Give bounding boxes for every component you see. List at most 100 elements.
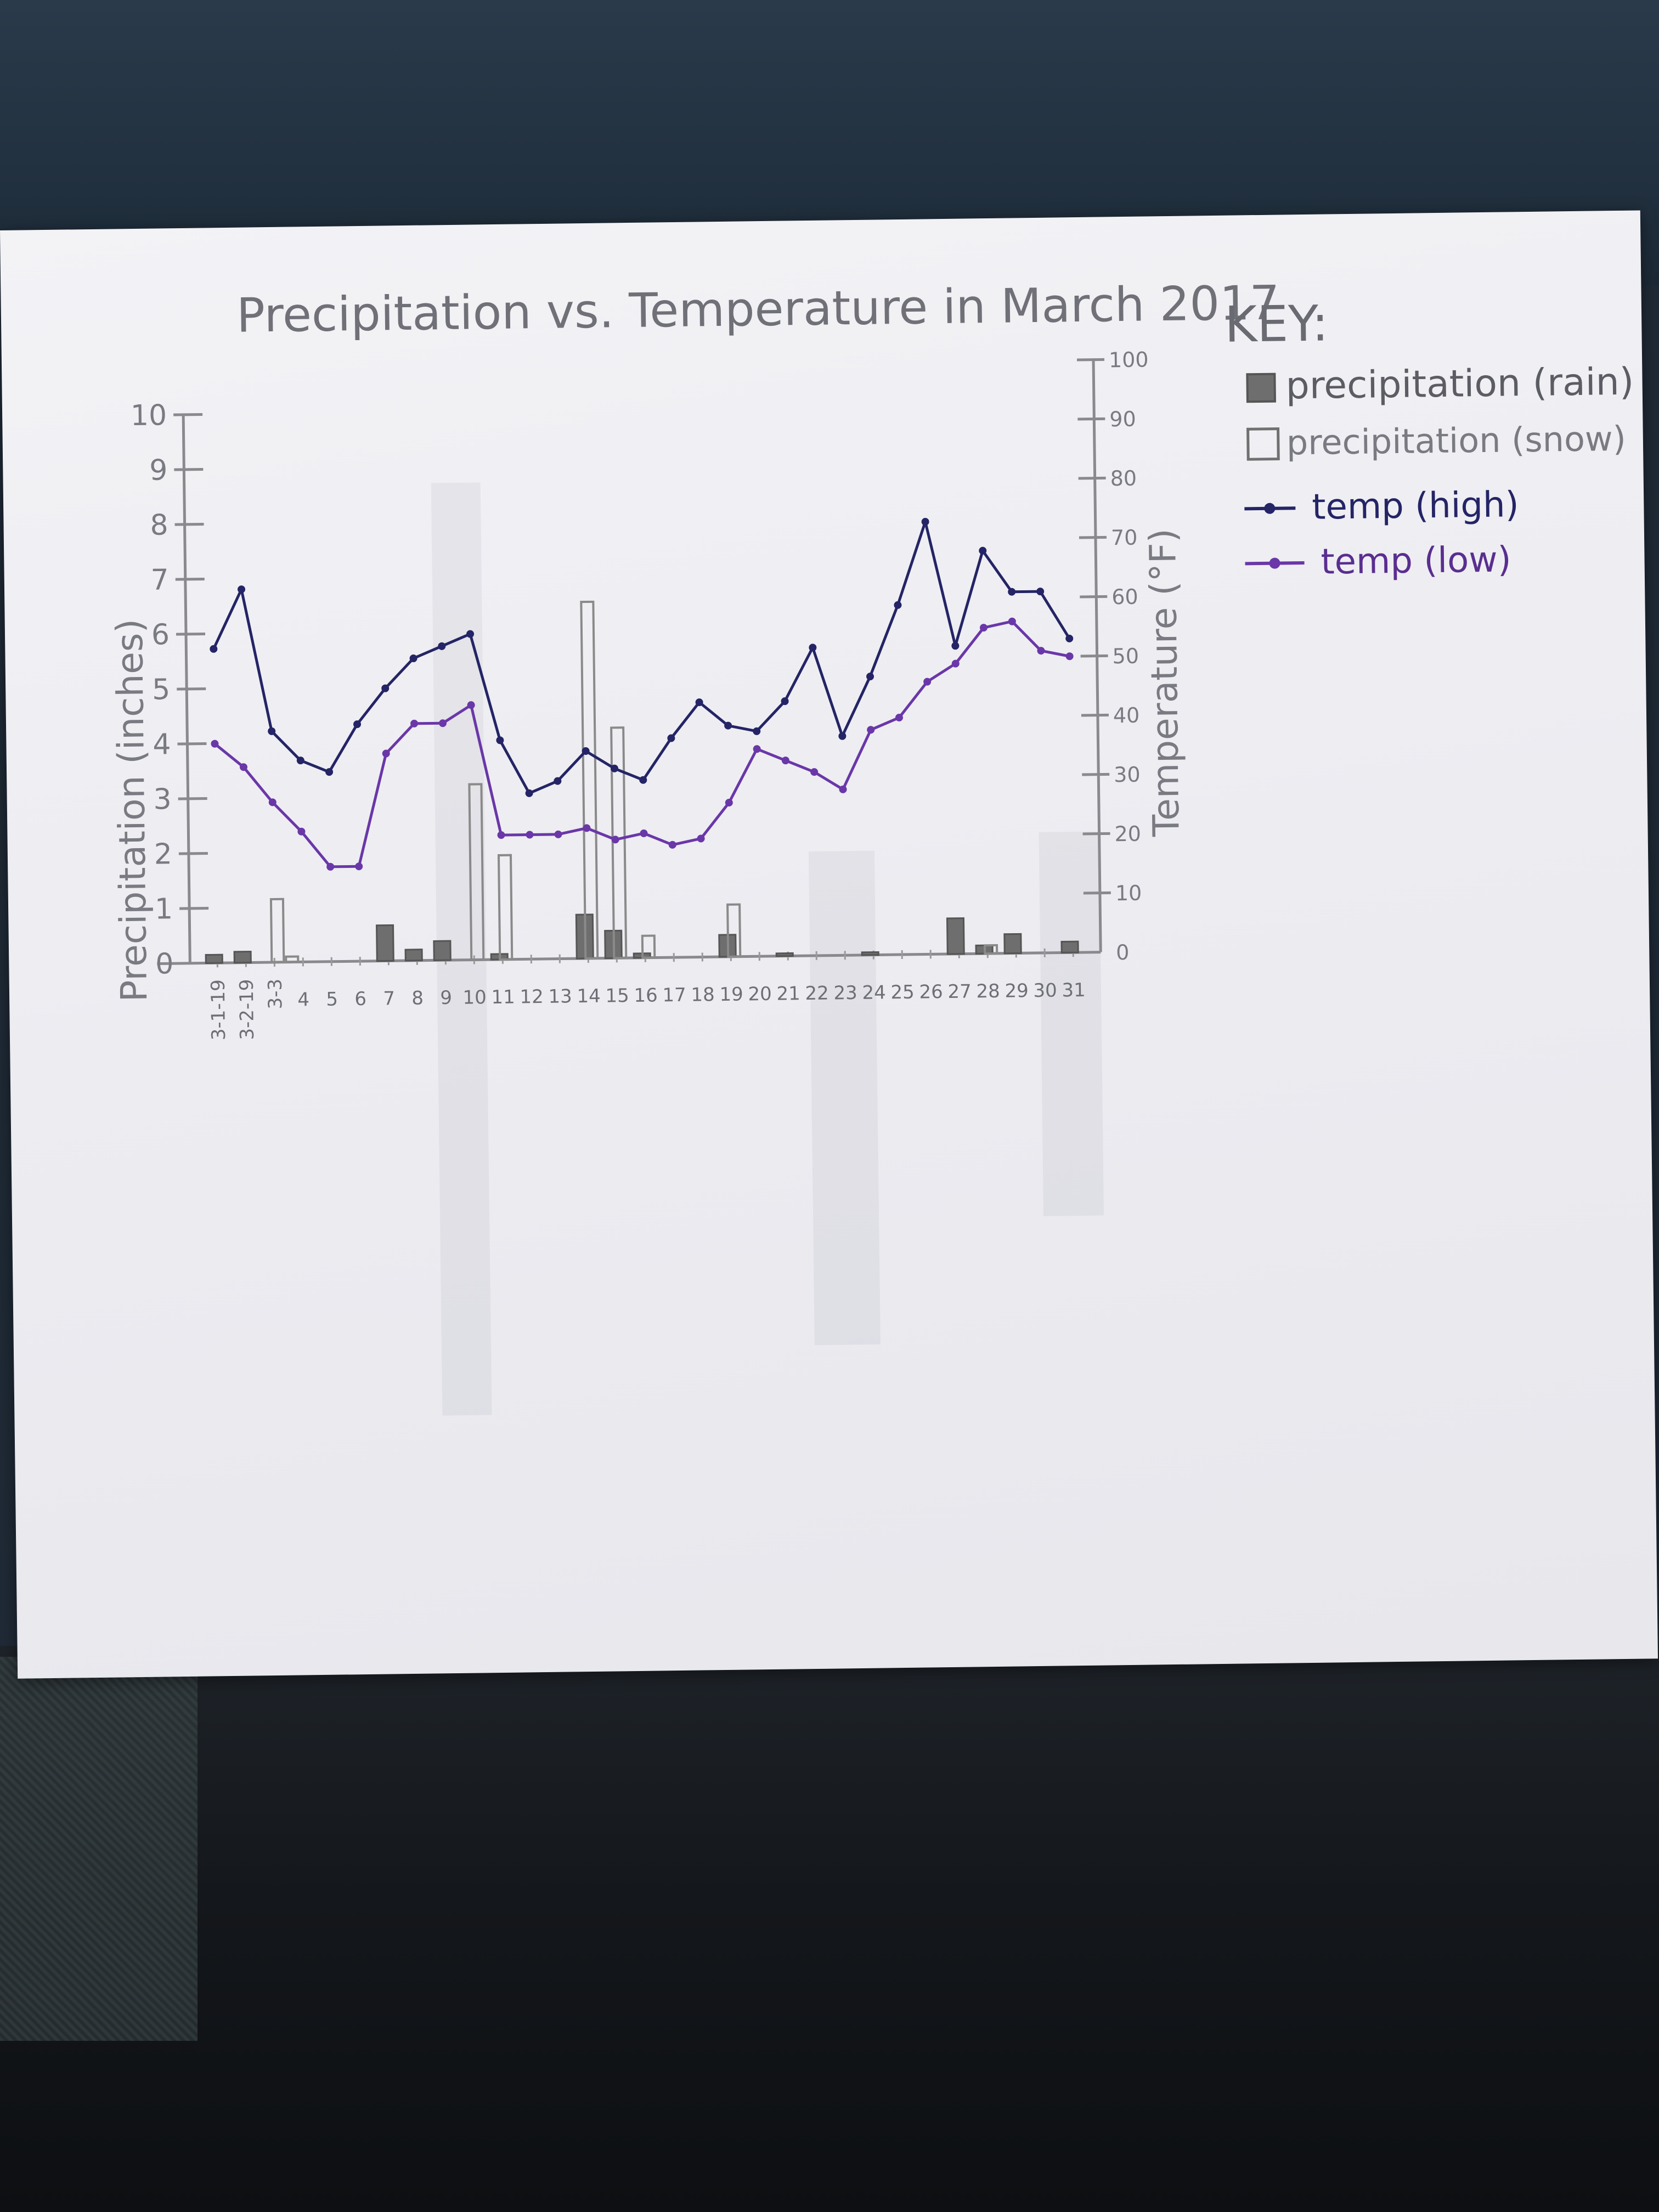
x-tick-label: 3-2-19 <box>236 979 258 1040</box>
x-tick-label: 16 <box>634 984 658 1007</box>
snow-bar <box>285 955 300 963</box>
left-tick-mark <box>174 523 204 526</box>
dark-foreground <box>0 1646 1659 2212</box>
right-axis-title: Temperature (°F) <box>1142 528 1188 837</box>
temp-low-point <box>467 701 475 709</box>
temp-low-point <box>297 827 306 836</box>
right-tick-label: 100 <box>1109 347 1149 372</box>
left-tick-label: 9 <box>149 454 168 487</box>
temp-low-point <box>1037 647 1045 655</box>
temp-low-point <box>781 757 789 765</box>
temp-low-point <box>1065 652 1074 661</box>
temp-high-point <box>809 644 817 652</box>
right-tick-label: 40 <box>1113 703 1140 728</box>
temp-low-point <box>1008 617 1016 625</box>
temp-high-point <box>582 747 590 755</box>
x-tick-label: 17 <box>662 984 686 1007</box>
left-tick-label: 8 <box>150 509 168 541</box>
left-tick-label: 2 <box>154 838 172 871</box>
right-tick-label: 30 <box>1114 763 1141 787</box>
x-tick-label: 3-3 <box>264 979 287 1009</box>
x-tick-label: 24 <box>862 981 886 1004</box>
x-tick-label: 26 <box>919 981 943 1003</box>
temp-high-point <box>296 757 304 765</box>
x-tick-label: 12 <box>520 986 544 1008</box>
carpet <box>0 1657 198 2041</box>
snow-bar <box>610 726 628 960</box>
x-tick-label: 23 <box>833 982 857 1005</box>
left-axis-title: Precipitation (inches) <box>109 619 156 1002</box>
x-tick-label: 27 <box>947 980 972 1003</box>
x-tick-label: 25 <box>890 981 915 1004</box>
temp-high-point <box>1008 588 1016 596</box>
x-tick-label: 21 <box>776 983 800 1005</box>
x-tick-label: 14 <box>577 985 601 1008</box>
temp-high-point <box>667 734 675 742</box>
temp-high-point <box>210 645 218 653</box>
left-tick-mark <box>178 851 208 855</box>
right-tick-mark <box>1082 772 1110 776</box>
left-tick-mark <box>178 797 207 800</box>
x-tick-label: 3-1-19 <box>207 979 230 1041</box>
temp-low-point <box>640 829 648 837</box>
temp-low-point <box>979 624 988 632</box>
legend-label-high: temp (high) <box>1312 484 1519 528</box>
left-tick-labels: 0 1 2 3 4 5 6 7 8 9 10 <box>131 399 209 981</box>
snow-bar <box>641 934 656 959</box>
right-tick-mark <box>1080 595 1108 599</box>
legend-swatch-rain <box>1246 373 1277 403</box>
temp-high-point <box>639 776 647 784</box>
temp-low-point <box>725 799 733 807</box>
left-tick-label: 0 <box>155 947 174 980</box>
temp-low-point <box>810 768 819 776</box>
temp-low-point <box>611 836 619 844</box>
right-tick-label: 0 <box>1116 940 1130 964</box>
x-tick-label: 11 <box>491 986 515 1009</box>
temp-high-point <box>325 768 334 776</box>
left-tick-mark <box>177 742 207 746</box>
right-tick-label: 20 <box>1114 822 1141 847</box>
chart-svg: Precipitation vs. Temperature in March 2… <box>109 276 1634 1041</box>
precipitation-bars <box>205 600 1079 964</box>
temp-high-point <box>409 654 417 663</box>
rain-bar <box>1060 940 1079 953</box>
rain-bar <box>205 953 223 964</box>
temp-low-point <box>668 840 676 849</box>
temp-high-point <box>1036 588 1045 596</box>
temperature-lines <box>210 518 1074 871</box>
temp-high-point <box>781 697 789 706</box>
temp-low-point <box>410 719 419 727</box>
temp-high-point <box>838 732 847 740</box>
legend-label-rain: precipitation (rain) <box>1285 360 1634 408</box>
temp-high-point <box>866 673 874 681</box>
temp-low-point <box>239 763 247 771</box>
right-tick-mark <box>1076 358 1105 362</box>
right-tick-mark <box>1082 832 1110 836</box>
snow-bar <box>497 854 514 961</box>
rain-bar <box>233 950 252 964</box>
rain-bar <box>433 940 452 961</box>
temp-low-point <box>526 831 534 839</box>
temp-high-point <box>554 777 562 785</box>
rain-bar <box>946 917 965 955</box>
x-tick-label: 15 <box>605 985 629 1007</box>
temp-low-point <box>355 862 363 871</box>
left-tick-mark <box>179 906 209 910</box>
temp-high-point <box>268 727 276 735</box>
x-tick-label: 4 <box>297 989 309 1011</box>
chart-title: Precipitation vs. Temperature in March 2… <box>236 276 1280 343</box>
snow-bar <box>468 783 485 961</box>
right-tick-label: 80 <box>1110 466 1137 491</box>
x-tick-label: 6 <box>354 988 366 1010</box>
legend-dot-high <box>1264 503 1276 514</box>
temp-low-point <box>326 862 335 871</box>
temp-low-point <box>839 785 847 793</box>
temp-low-point <box>923 678 932 686</box>
temp-low-point <box>867 726 875 734</box>
x-tick-label: 30 <box>1033 980 1057 1002</box>
right-tick-label: 90 <box>1109 407 1136 432</box>
temp-high-point <box>381 684 390 692</box>
snow-bar <box>269 898 285 964</box>
temp-high-point <box>466 630 475 638</box>
temp-high-point <box>438 642 446 650</box>
